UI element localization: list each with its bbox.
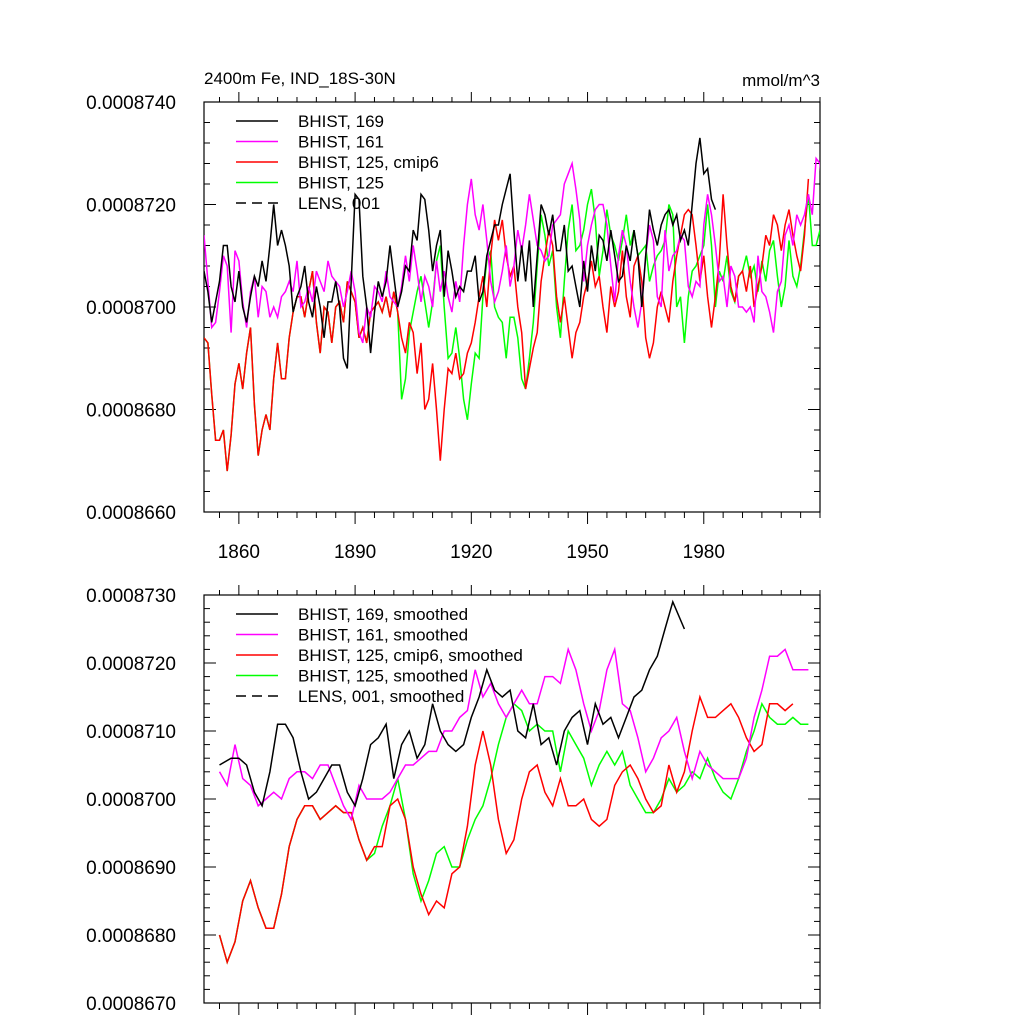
- y-tick-label: 0.0008710: [86, 722, 176, 743]
- x-tick-label: 1860: [218, 542, 260, 563]
- panel-title-left: 2400m Fe, IND_18S-30N: [204, 69, 396, 88]
- panel-title-units: mmol/m^3: [742, 71, 820, 90]
- y-tick-label: 0.0008740: [86, 93, 176, 114]
- legend-label: BHIST, 169, smoothed: [298, 605, 468, 624]
- y-tick-label: 0.0008700: [86, 298, 176, 319]
- legend-label: BHIST, 169: [298, 112, 384, 131]
- x-tick-label: 1920: [450, 542, 492, 563]
- top-panel: 0.0008660 0.0008680 0.0008700 0.0008720 0.00…: [86, 92, 821, 563]
- legend-label: LENS, 001: [298, 194, 380, 213]
- x-tick-label: 1890: [334, 542, 376, 563]
- series-line: [204, 178, 810, 472]
- series-group: [218, 599, 809, 965]
- y-tick-label: 0.0008670: [86, 994, 176, 1015]
- legend-label: BHIST, 125, cmip6, smoothed: [298, 646, 523, 665]
- series-line: [204, 156, 820, 344]
- y-tick-label: 0.0008690: [86, 858, 176, 879]
- y-tick-label: 0.0008700: [86, 790, 176, 811]
- series-line: [218, 694, 794, 965]
- y-tick-label: 0.0008680: [86, 926, 176, 947]
- y-tick-label: 0.0008720: [86, 196, 176, 217]
- series-group: [204, 137, 820, 472]
- legend-label: BHIST, 161: [298, 133, 384, 152]
- series-line: [219, 599, 686, 808]
- legend-label: BHIST, 125: [298, 174, 384, 193]
- y-tick-label: 0.0008730: [86, 586, 176, 607]
- legend-label: BHIST, 161, smoothed: [298, 626, 468, 645]
- y-tick-label: 0.0008660: [86, 503, 176, 524]
- y-tick-label: 0.0008680: [86, 401, 176, 422]
- legend-label: BHIST, 125, cmip6: [298, 153, 439, 172]
- legend-label: BHIST, 125, smoothed: [298, 667, 468, 686]
- legend-label: LENS, 001, smoothed: [298, 687, 464, 706]
- series-line: [218, 646, 809, 822]
- bottom-panel: 0.0008670 0.0008680 0.0008690 0.0008700 0.00…: [86, 585, 821, 1015]
- series-line: [218, 701, 809, 965]
- y-tick-label: 0.0008720: [86, 654, 176, 675]
- x-tick-label: 1950: [566, 542, 608, 563]
- x-tick-label: 1980: [683, 542, 725, 563]
- series-line: [204, 137, 717, 369]
